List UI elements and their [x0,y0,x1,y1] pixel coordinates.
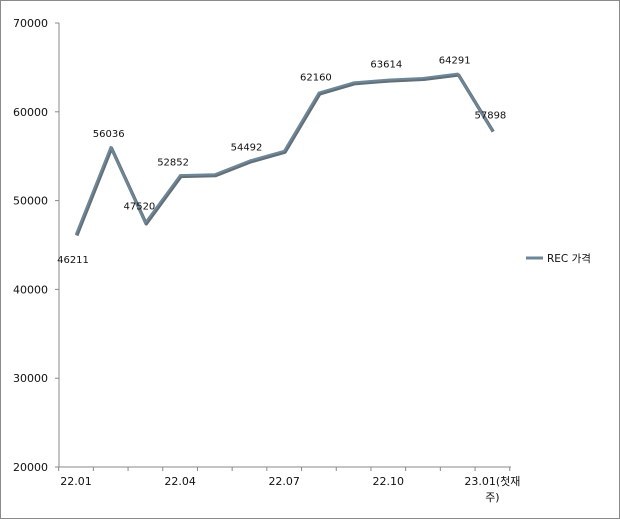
y-axis-ticks: 20000 30000 40000 50000 60000 70000 [13,17,59,474]
data-label: 47520 [123,202,155,213]
legend-label-rec-price: REC 가격 [547,252,591,265]
series-layer [74,72,495,237]
y-tick-label: 40000 [13,283,48,296]
data-point [456,72,459,75]
y-tick-label: 30000 [13,372,48,385]
x-axis-ticks: 22.01 22.04 22.07 22.10 23.01(첫재주) [58,467,520,504]
legend: REC 가격 [526,252,591,265]
data-point [422,77,424,79]
y-tick-label: 20000 [13,461,48,474]
data-point [213,173,216,176]
x-tick-label: 22.01 [60,475,92,488]
axes [58,23,511,468]
data-point [318,91,320,94]
y-tick-label: 50000 [13,195,48,208]
data-labels: 46211 56036 47520 52852 54492 62160 63614 64291… [57,56,506,267]
y-tick-label: 60000 [13,106,48,119]
data-label: 62160 [300,73,332,84]
data-label: 57898 [474,110,506,121]
data-label: 52852 [157,157,189,168]
data-label: 56036 [93,129,125,140]
data-label: 63614 [370,60,402,71]
data-label: 64291 [439,56,471,67]
data-point [283,149,286,152]
x-tick-label-wrap: 주) [485,491,499,504]
x-tick-label: 22.04 [164,475,196,488]
data-point [248,159,251,162]
x-tick-label: 22.10 [373,475,405,488]
data-point [352,81,355,84]
data-point [75,233,77,236]
data-point [179,174,182,177]
data-point [144,221,147,224]
x-tick-label: 23.01(첫재 [464,475,520,488]
data-point [491,129,494,132]
data-label: 46211 [57,255,89,266]
data-label: 54492 [231,143,263,154]
data-point [109,146,112,148]
y-tick-label: 70000 [13,17,48,30]
data-point [387,78,390,81]
x-tick-label: 22.07 [268,475,300,488]
series-line-shadow [75,73,495,237]
